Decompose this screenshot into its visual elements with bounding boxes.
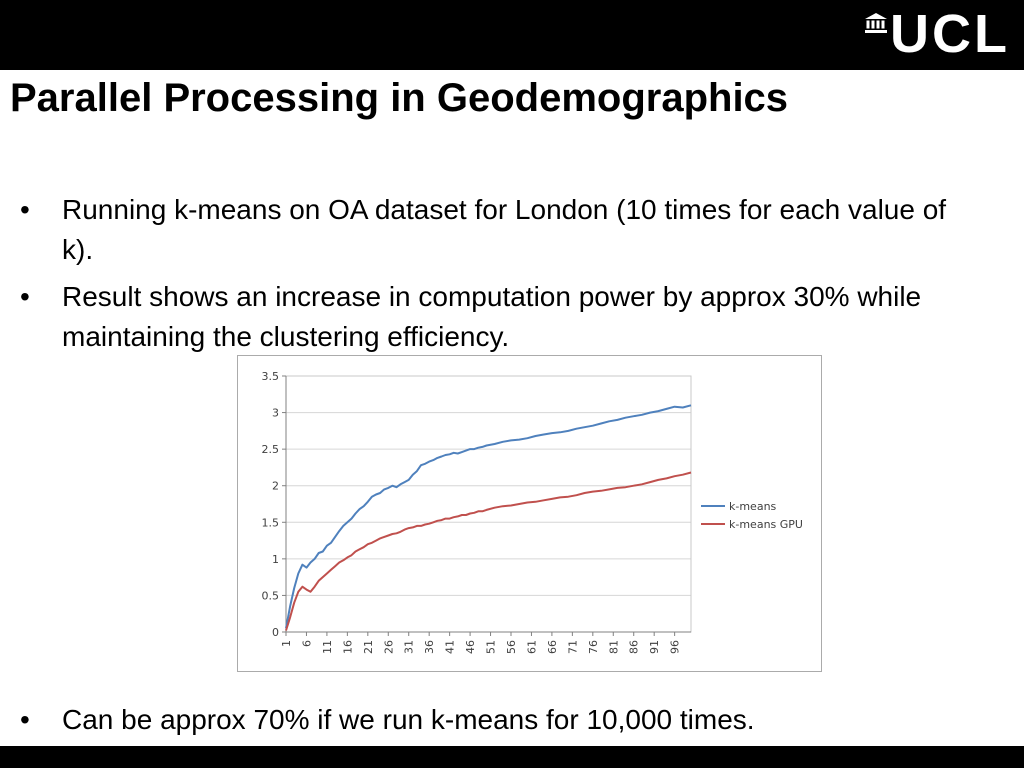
svg-text:36: 36 <box>423 640 436 654</box>
bullet-item: • Can be approx 70% if we run k-means fo… <box>20 700 972 740</box>
bullet-text: Result shows an increase in computation … <box>62 281 922 352</box>
svg-text:56: 56 <box>505 640 518 654</box>
svg-text:6: 6 <box>300 640 313 647</box>
bottom-banner <box>0 746 1024 768</box>
bullet-item: • Result shows an increase in computatio… <box>20 277 972 357</box>
legend-label: k-means <box>729 500 777 513</box>
slide-title: Parallel Processing in Geodemographics <box>10 76 789 120</box>
svg-text:71: 71 <box>566 640 579 654</box>
legend-label: k-means GPU <box>729 518 803 531</box>
series-k-means-gpu <box>285 471 692 631</box>
legend: k-means k-means GPU <box>701 500 803 531</box>
bullet-item: • Running k-means on OA dataset for Lond… <box>20 190 972 270</box>
portico-icon <box>865 13 888 34</box>
svg-text:86: 86 <box>628 640 641 654</box>
svg-text:3: 3 <box>272 407 279 420</box>
svg-text:2.5: 2.5 <box>262 443 280 456</box>
chart-frame: 0 0.5 1 1.5 2 2.5 3 3.5 1 6 11 16 21 26 31 36 41 46 51 56 61… <box>237 355 822 672</box>
svg-text:96: 96 <box>669 640 682 654</box>
svg-text:1: 1 <box>272 553 279 566</box>
svg-text:21: 21 <box>362 640 375 654</box>
svg-text:51: 51 <box>485 640 498 654</box>
y-axis: 0 0.5 1 1.5 2 2.5 3 3.5 <box>262 370 286 639</box>
svg-text:0.5: 0.5 <box>262 589 280 602</box>
bullet-marker: • <box>20 194 30 225</box>
svg-text:31: 31 <box>403 640 416 654</box>
svg-text:16: 16 <box>341 640 354 654</box>
ucl-logo: UCL <box>865 4 1010 65</box>
svg-text:76: 76 <box>587 640 600 654</box>
svg-text:91: 91 <box>648 640 661 654</box>
logo-text: UCL <box>890 4 1010 65</box>
x-axis: 1 6 11 16 21 26 31 36 41 46 51 56 61 66 71 76 81 86 91 96 <box>280 632 682 654</box>
svg-text:46: 46 <box>464 640 477 654</box>
svg-text:1: 1 <box>280 640 293 647</box>
svg-text:2: 2 <box>272 480 279 493</box>
svg-text:0: 0 <box>272 626 279 639</box>
svg-text:61: 61 <box>525 640 538 654</box>
bullet-list: • Running k-means on OA dataset for Lond… <box>20 190 972 364</box>
kmeans-performance-chart: 00.511.522.533.51 6 11 16 21 26 31 36 41 46 51 56 61… <box>262 370 803 654</box>
bullet-text: Running k-means on OA dataset for London… <box>62 194 947 265</box>
svg-text:41: 41 <box>444 640 457 654</box>
svg-text:1.5: 1.5 <box>262 516 280 529</box>
svg-text:11: 11 <box>321 640 334 654</box>
svg-text:81: 81 <box>607 640 620 654</box>
bullet-marker: • <box>20 704 30 735</box>
footer-bullet-text: Can be approx 70% if we run k-means for … <box>62 704 755 735</box>
series-k-means <box>285 404 692 629</box>
bullet-marker: • <box>20 281 30 312</box>
top-banner: UCL <box>0 0 1024 70</box>
footer-bullet-list: • Can be approx 70% if we run k-means fo… <box>20 700 972 747</box>
svg-text:26: 26 <box>382 640 395 654</box>
svg-text:66: 66 <box>546 640 559 654</box>
svg-text:3.5: 3.5 <box>262 370 280 383</box>
